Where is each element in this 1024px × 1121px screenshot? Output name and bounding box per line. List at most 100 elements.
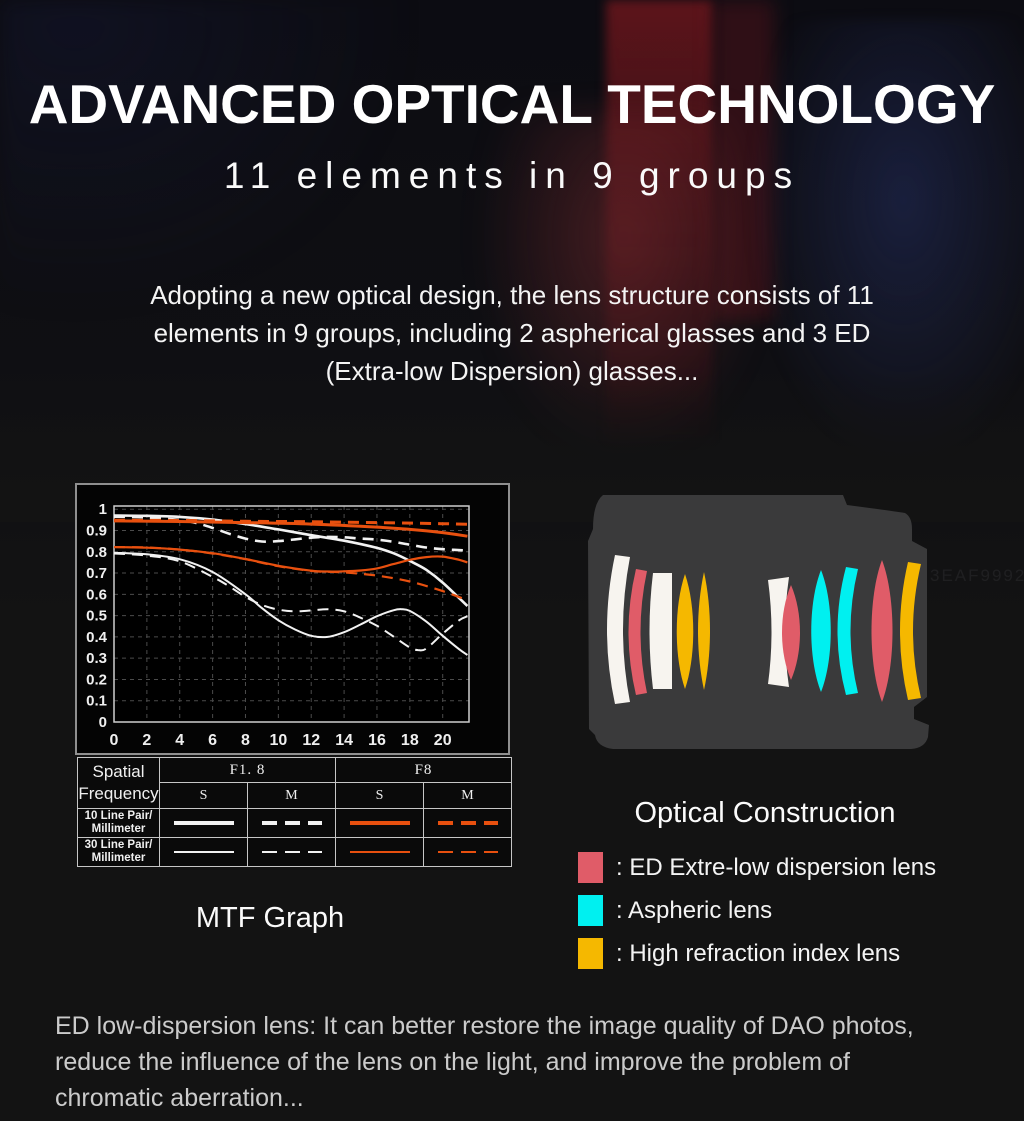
corner-line: Frequency bbox=[78, 784, 159, 803]
footer-line: ED low-dispersion lens: It can better re… bbox=[55, 1012, 914, 1040]
orientation-header: S bbox=[159, 782, 248, 809]
x-axis-tick-label: 14 bbox=[335, 732, 353, 749]
y-axis-tick-label: 0 bbox=[99, 714, 107, 731]
mtf-curve-F8-S bbox=[113, 519, 468, 538]
y-axis-tick-label: 0.5 bbox=[86, 608, 107, 625]
lens-element-6-normal bbox=[768, 577, 789, 687]
mtf-curve-F1.8-S bbox=[113, 551, 468, 656]
frequency-label: 30 Line Pair/Millimeter bbox=[77, 837, 160, 867]
line-style-sample bbox=[437, 850, 498, 853]
mtf-legend-table-wrap: Spatial Frequency F1. 8 F8 S M S M 10 Line Pair/… bbox=[77, 757, 512, 867]
lens-type-legend: : ED Extre-low dispersion lens : Aspheric… bbox=[578, 846, 998, 975]
mtf-curve-F8-S bbox=[113, 545, 468, 573]
x-axis-tick-label: 6 bbox=[208, 732, 217, 749]
intro-line: Adopting a new optical design, the lens … bbox=[150, 280, 874, 310]
x-axis-tick-label: 2 bbox=[142, 732, 151, 749]
legend-label: : ED Extre-low dispersion lens bbox=[616, 853, 937, 881]
line-style-sample bbox=[349, 850, 410, 853]
line-style-sample-cell bbox=[335, 808, 424, 838]
y-axis-tick-label: 0.8 bbox=[86, 544, 107, 561]
line-style-sample bbox=[437, 821, 498, 825]
corner-line: Spatial bbox=[92, 762, 145, 781]
orientation-header: S bbox=[335, 782, 424, 809]
x-axis-tick-label: 8 bbox=[241, 732, 250, 749]
legend-label: : High refraction index lens bbox=[616, 939, 901, 967]
x-axis-tick-label: 4 bbox=[175, 732, 184, 749]
line-style-sample bbox=[173, 850, 234, 853]
lens-element-7-ed bbox=[782, 585, 800, 680]
frequency-label: 10 Line Pair/Millimeter bbox=[77, 808, 160, 838]
footer-line: reduce the influence of the lens on the … bbox=[55, 1048, 850, 1076]
x-axis-tick-label: 0 bbox=[110, 732, 119, 749]
y-axis-tick-label: 0.7 bbox=[86, 565, 107, 582]
lens-element-10-ed bbox=[871, 560, 893, 702]
lens-element-4-high bbox=[676, 574, 694, 689]
y-axis-tick-label: 0.4 bbox=[86, 629, 108, 646]
y-axis-tick-label: 0.2 bbox=[86, 671, 107, 688]
line-style-sample-cell bbox=[247, 808, 336, 838]
lens-element-9-aspheric bbox=[837, 567, 858, 695]
lens-element-11-high bbox=[900, 562, 921, 700]
aperture-header: F8 bbox=[335, 757, 512, 783]
lens-element-5-high bbox=[698, 572, 710, 690]
lens-diagram bbox=[588, 495, 929, 749]
optical-construction-diagram bbox=[575, 485, 940, 757]
line-style-sample-cell bbox=[159, 808, 248, 838]
lens-element-8-aspheric bbox=[811, 570, 831, 692]
line-style-sample bbox=[261, 821, 322, 825]
y-axis-tick-label: 0.6 bbox=[86, 586, 107, 603]
intro-line: (Extra-low Dispersion) glasses... bbox=[325, 356, 699, 386]
page-subtitle: 11 elements in 9 groups bbox=[223, 155, 801, 196]
x-axis-tick-label: 16 bbox=[368, 732, 386, 749]
high-color-swatch bbox=[578, 938, 603, 969]
lens-element-2-ed bbox=[628, 569, 647, 695]
table-row: 10 Line Pair/Millimeter bbox=[77, 808, 512, 838]
table-row: 30 Line Pair/Millimeter bbox=[77, 837, 512, 867]
page-title: ADVANCED OPTICAL TECHNOLOGY bbox=[28, 73, 996, 135]
line-style-sample-cell bbox=[159, 837, 248, 867]
plot-border bbox=[113, 505, 470, 723]
x-axis-tick-label: 20 bbox=[434, 732, 452, 749]
y-axis-tick-label: 0.3 bbox=[86, 650, 107, 667]
orientation-header: M bbox=[423, 782, 512, 809]
legend-row-aspheric: : Aspheric lens bbox=[578, 889, 998, 932]
line-style-sample-cell bbox=[335, 837, 424, 867]
y-axis-tick-label: 0.1 bbox=[86, 693, 107, 710]
intro-paragraph: Adopting a new optical design, the lens … bbox=[0, 276, 1024, 390]
line-style-sample-cell bbox=[423, 837, 512, 867]
legend-row-high: : High refraction index lens bbox=[578, 932, 998, 975]
background-watermark: 3EAF9992 bbox=[930, 566, 1024, 585]
table-corner-cell: Spatial Frequency bbox=[77, 757, 160, 809]
legend-label: : Aspheric lens bbox=[616, 896, 773, 924]
mtf-graph-caption: MTF Graph bbox=[195, 902, 345, 934]
x-axis-tick-label: 10 bbox=[269, 732, 287, 749]
ed-color-swatch bbox=[578, 852, 603, 883]
mtf-graph-panel: 0 0.1 0.2 0.3 0.4 0.5 0.6 0.7 0.8 0.9 1 0 2 4 6 8 10 12 14… bbox=[75, 483, 510, 755]
x-axis-tick-label: 12 bbox=[302, 732, 320, 749]
footer-paragraph: ED low-dispersion lens: It can better re… bbox=[55, 1008, 985, 1116]
intro-line: elements in 9 groups, including 2 aspher… bbox=[153, 318, 871, 348]
legend-row-ed: : ED Extre-low dispersion lens bbox=[578, 846, 998, 889]
line-style-sample-cell bbox=[423, 808, 512, 838]
lens-element-1-normal bbox=[607, 555, 630, 704]
line-style-sample bbox=[261, 850, 322, 853]
footer-line: chromatic aberration... bbox=[55, 1084, 304, 1112]
orientation-header: M bbox=[247, 782, 336, 809]
optical-construction-title: Optical Construction bbox=[634, 797, 896, 829]
mtf-legend-table: Spatial Frequency F1. 8 F8 S M S M 10 Line Pair/… bbox=[77, 757, 512, 867]
line-style-sample bbox=[173, 821, 234, 825]
mtf-chart: 00.10.20.30.40.50.60.70.80.910 2 4 6 8 10 12 14… bbox=[86, 501, 470, 749]
mtf-curve-F8-M bbox=[113, 545, 468, 602]
y-axis-tick-label: 0.9 bbox=[86, 522, 107, 539]
aspheric-color-swatch bbox=[578, 895, 603, 926]
line-style-sample bbox=[349, 821, 410, 825]
mtf-curve-F1.8-M bbox=[113, 552, 468, 652]
mtf-curve-F1.8-M bbox=[113, 515, 468, 552]
line-style-sample-cell bbox=[247, 837, 336, 867]
x-axis-tick-label: 18 bbox=[401, 732, 419, 749]
y-axis-tick-label: 1 bbox=[99, 501, 107, 518]
mtf-curve-F8-M bbox=[113, 518, 468, 526]
aperture-header: F1. 8 bbox=[159, 757, 336, 783]
lens-element-3-normal bbox=[649, 573, 672, 689]
